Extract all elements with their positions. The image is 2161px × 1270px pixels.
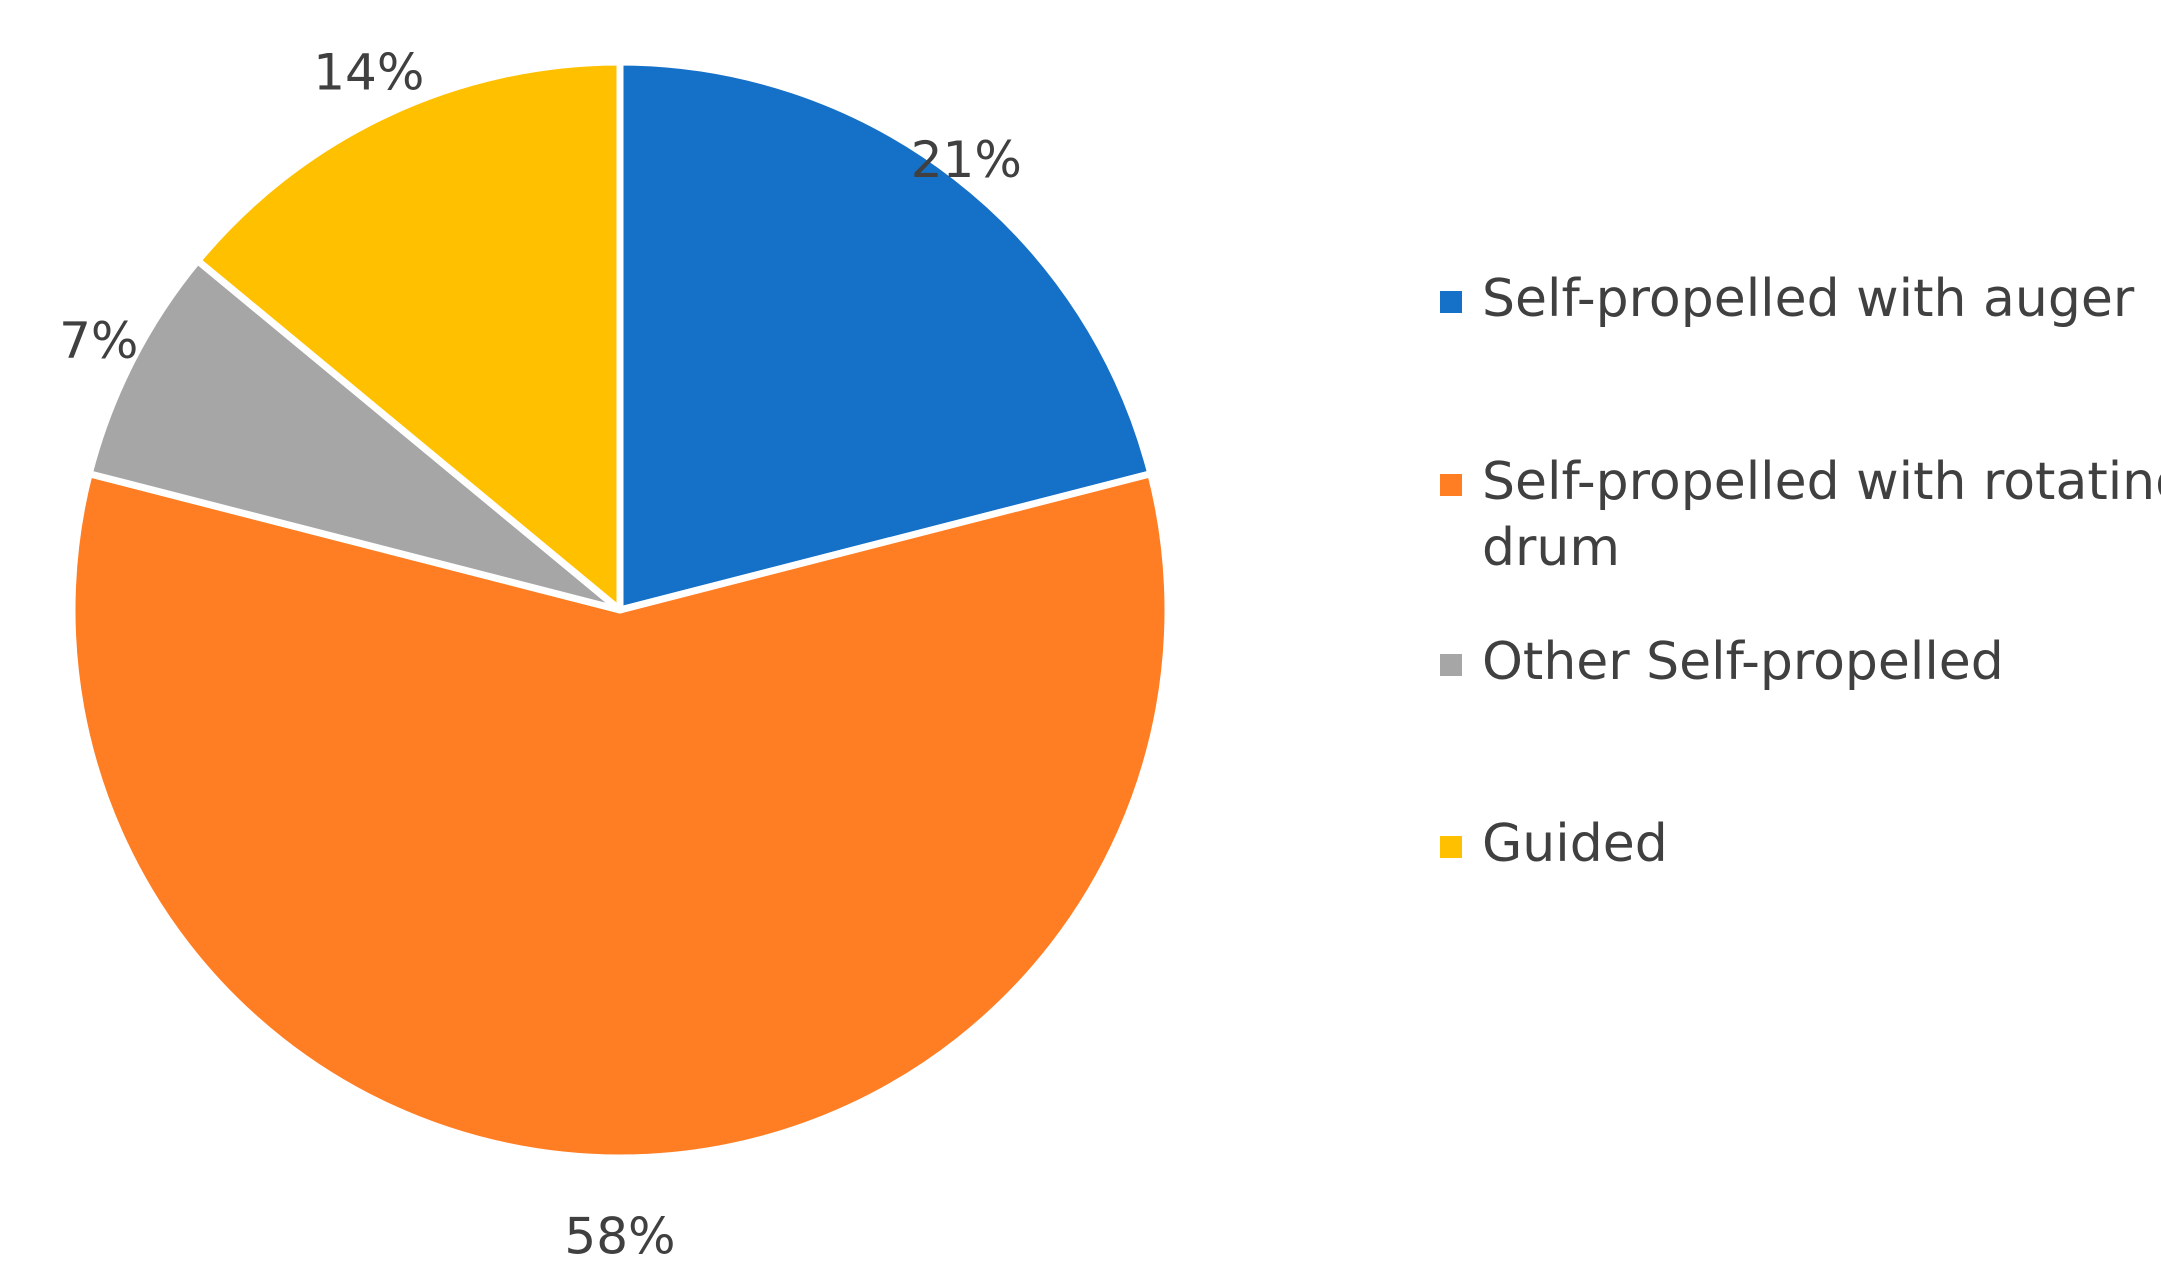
pie-slice-4 (194, 58, 624, 614)
legend-label-2: Self-propelled with rotating drum (1482, 452, 2161, 578)
legend-label-3: Other Self-propelled (1482, 632, 2004, 692)
legend-swatch-1 (1440, 291, 1462, 313)
data-label-4: 14% (313, 44, 424, 102)
legend-swatch-4 (1440, 836, 1462, 858)
pie-slice-2 (68, 470, 1172, 1162)
legend-swatch-3 (1440, 654, 1462, 676)
legend: Self-propelled with auger Self-propelled … (1440, 269, 2161, 874)
pie-slice-1 (616, 58, 1155, 614)
data-label-1: 21% (911, 131, 1022, 189)
legend-swatch-2 (1440, 474, 1462, 496)
pie-data-labels: 21% 58% 7% 14% (59, 44, 1022, 1266)
pie-slices (68, 58, 1172, 1162)
data-label-2: 58% (564, 1208, 675, 1266)
data-label-3: 7% (59, 312, 138, 370)
legend-label-1: Self-propelled with auger (1482, 269, 2135, 329)
pie-slice-3 (85, 257, 624, 614)
legend-label-4: Guided (1482, 814, 1668, 874)
